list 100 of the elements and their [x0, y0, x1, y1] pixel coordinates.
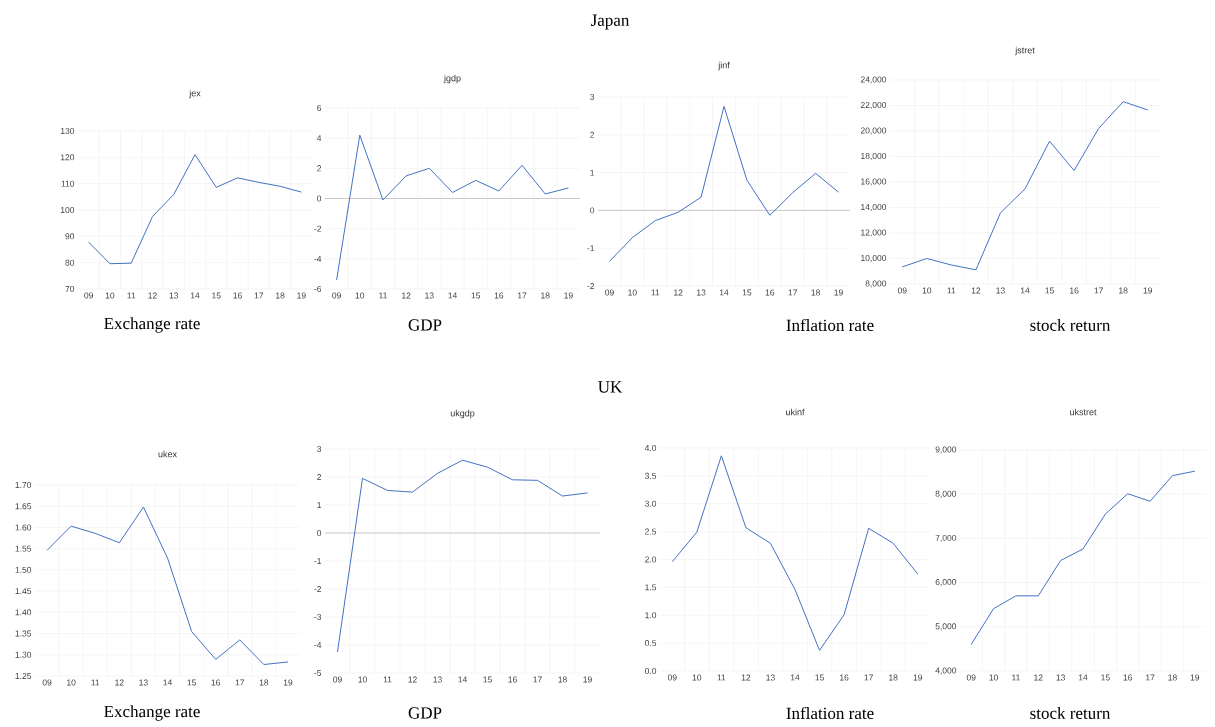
y-tick-label: 8,000: [935, 490, 957, 498]
x-tick-label: 13: [425, 292, 434, 299]
x-axis-title: GDP: [408, 707, 442, 719]
x-tick-label: 19: [1143, 287, 1153, 294]
line-series: [337, 459, 589, 653]
y-tick-label: 0: [317, 195, 322, 202]
x-tick-label: 19: [564, 292, 573, 299]
x-tick-label: 18: [1168, 674, 1177, 681]
y-tick-label: -5: [314, 670, 322, 676]
x-tick-label: 15: [187, 679, 196, 686]
chart-title: ukex: [158, 450, 177, 458]
line-series: [88, 154, 302, 265]
y-tick-label: 1.0: [645, 612, 657, 619]
y-tick-label: 22,000: [860, 101, 887, 109]
x-tick-label: 14: [1020, 287, 1030, 294]
y-tick-label: 2.5: [645, 528, 657, 535]
y-tick-label: 1: [317, 502, 322, 508]
x-tick-label: 09: [897, 287, 907, 294]
x-tick-label: 09: [667, 674, 677, 681]
y-tick-label: -2: [587, 283, 595, 289]
y-tick-label: 1.55: [15, 545, 32, 552]
y-tick-label: -6: [314, 285, 322, 292]
x-tick-label: 09: [42, 679, 52, 686]
x-axis-title: GDP: [408, 319, 442, 331]
x-tick-label: 18: [889, 674, 898, 681]
x-tick-label: 10: [358, 676, 367, 683]
chart-title: jstret: [1015, 46, 1035, 56]
x-tick-label: 10: [105, 292, 115, 299]
x-tick-label: 12: [674, 289, 683, 296]
x-tick-label: 15: [483, 676, 492, 683]
x-tick-label: 12: [115, 679, 124, 686]
x-tick-label: 13: [697, 289, 706, 296]
y-tick-label: 1.25: [15, 672, 32, 679]
x-tick-label: 17: [788, 289, 798, 296]
x-axis-title: Inflation rate: [786, 318, 874, 332]
y-tick-label: 4,000: [935, 667, 957, 675]
x-tick-label: 09: [605, 289, 614, 296]
y-tick-label: 1.45: [15, 588, 32, 595]
y-tick-label: 18,000: [861, 152, 887, 160]
y-tick-label: 8,000: [865, 280, 887, 288]
x-tick-label: 17: [1146, 674, 1155, 681]
x-tick-label: 13: [996, 287, 1005, 294]
x-tick-label: 14: [163, 679, 172, 686]
x-tick-label: 10: [922, 287, 932, 294]
x-tick-label: 19: [583, 676, 592, 683]
x-tick-label: 11: [127, 292, 136, 299]
x-tick-label: 19: [834, 289, 843, 296]
chart-title: ukgdp: [450, 409, 475, 419]
line-series: [336, 134, 569, 281]
y-tick-label: 10,000: [861, 254, 887, 262]
y-tick-label: -4: [314, 642, 322, 648]
x-tick-label: 10: [989, 674, 998, 681]
x-tick-label: 09: [332, 292, 341, 299]
y-tick-label: 1.50: [15, 566, 32, 573]
x-tick-label: 15: [471, 292, 481, 299]
x-tick-label: 14: [719, 289, 729, 296]
x-tick-label: 11: [1012, 674, 1020, 681]
x-tick-label: 12: [402, 292, 411, 299]
x-tick-label: 19: [283, 679, 293, 686]
y-tick-label: 3.0: [644, 500, 657, 507]
x-tick-label: 15: [742, 289, 752, 296]
y-tick-label: -4: [314, 255, 322, 262]
x-tick-label: 11: [91, 679, 100, 686]
x-tick-label: 18: [259, 679, 269, 686]
y-tick-label: -1: [587, 245, 595, 252]
y-tick-label: 6: [317, 104, 322, 111]
chart-title: jinf: [718, 61, 730, 71]
x-tick-label: 15: [212, 292, 221, 299]
line-series: [901, 101, 1149, 271]
x-tick-label: 12: [1034, 674, 1043, 681]
x-axis-title: stock return: [1030, 319, 1111, 331]
text: UK: [598, 381, 623, 393]
x-tick-label: 13: [169, 292, 179, 299]
x-tick-label: 16: [494, 292, 504, 299]
x-tick-label: 17: [235, 679, 245, 686]
line-series: [970, 470, 1196, 645]
line-series: [671, 455, 919, 651]
x-tick-label: 10: [628, 289, 637, 296]
y-tick-label: 3: [317, 445, 322, 452]
x-tick-label: 13: [1056, 674, 1065, 681]
x-tick-label: 15: [1101, 674, 1110, 681]
y-tick-label: 1: [590, 169, 595, 176]
y-tick-label: 0: [317, 529, 322, 536]
x-tick-label: 18: [558, 676, 567, 683]
x-tick-label: 16: [211, 679, 221, 686]
y-tick-label: 1.35: [15, 630, 32, 637]
x-tick-label: 11: [947, 287, 956, 294]
x-tick-label: 11: [379, 292, 387, 299]
y-tick-label: 1.5: [645, 584, 657, 591]
x-tick-label: 19: [297, 292, 306, 299]
y-tick-label: 1.40: [15, 609, 32, 616]
y-tick-label: 1.70: [15, 481, 32, 488]
y-tick-label: 120: [60, 154, 75, 161]
x-tick-label: 14: [448, 292, 457, 299]
text: Japan: [591, 14, 630, 30]
y-tick-label: 1.60: [15, 524, 32, 531]
x-tick-label: 12: [408, 676, 417, 683]
chart-title: jex: [189, 89, 201, 99]
y-tick-label: 80: [65, 259, 75, 266]
x-tick-label: 14: [1078, 674, 1088, 681]
